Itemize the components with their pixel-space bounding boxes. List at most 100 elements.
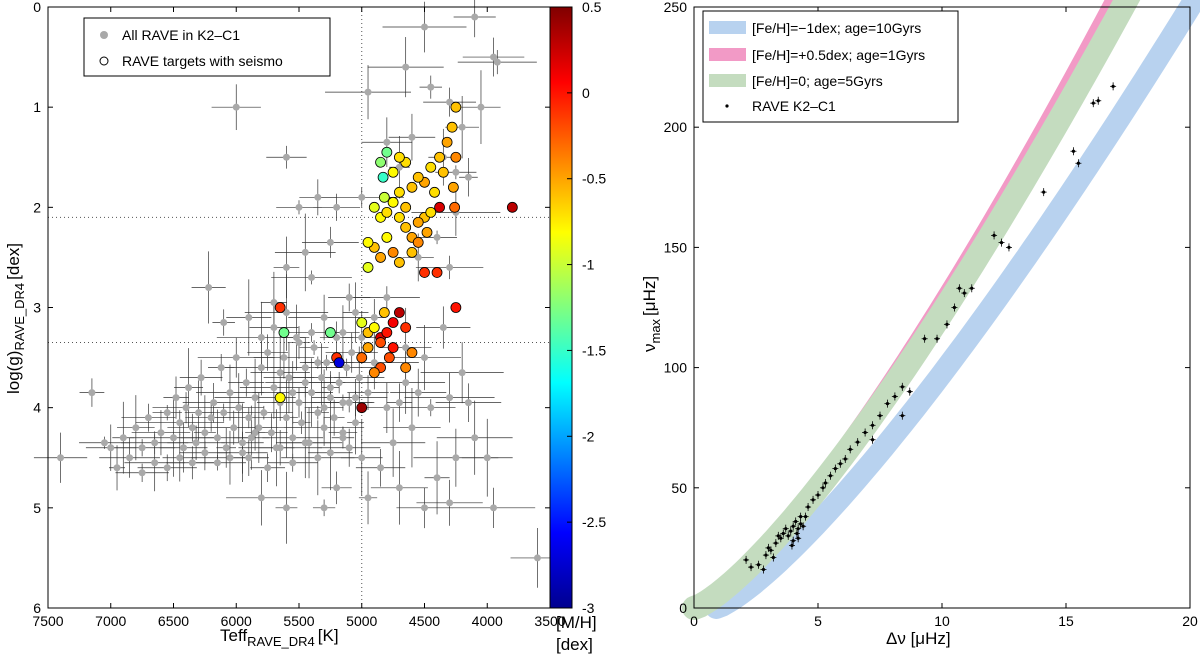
hr-xlabel-unit: [K]	[318, 626, 339, 645]
seismic-point	[1091, 101, 1095, 105]
y-tick-label: 3	[33, 300, 41, 316]
all-rave-point	[257, 364, 265, 372]
all-rave-point	[364, 389, 372, 397]
seismo-point	[393, 257, 405, 268]
seismo-point	[406, 347, 418, 358]
hr-xlabel-main: Teff	[220, 626, 247, 645]
all-rave-point	[144, 414, 152, 422]
all-rave-point	[433, 233, 441, 241]
all-rave-point	[285, 374, 293, 382]
all-rave-point	[345, 399, 353, 407]
legend-label-metal-poor: [Fe/H]=−1dex; age=10Gyrs	[752, 20, 921, 36]
all-rave-point	[207, 414, 215, 422]
x-tick-label: 0	[690, 613, 698, 629]
all-rave-point	[185, 384, 193, 392]
all-rave-point	[138, 469, 146, 477]
colorbar-tick-label: 0.5	[582, 0, 602, 15]
all-rave-point	[345, 444, 353, 452]
all-rave-point	[458, 123, 466, 131]
seismic-point	[744, 558, 748, 562]
all-rave-point	[270, 298, 278, 306]
hr-reference-lines	[48, 7, 550, 608]
all-rave-point	[257, 334, 265, 342]
all-rave-point	[427, 404, 435, 412]
all-rave-point	[351, 394, 359, 402]
seismo-point	[506, 201, 518, 213]
seismo-point	[362, 342, 374, 353]
all-rave-point	[345, 293, 353, 301]
seismo-point	[421, 226, 433, 238]
seismic-point	[833, 466, 837, 471]
seismic-point	[791, 539, 795, 543]
all-rave-point	[220, 319, 228, 327]
all-rave-point	[57, 454, 65, 462]
all-rave-point	[335, 379, 343, 387]
all-rave-point	[195, 409, 203, 417]
all-rave-point	[308, 329, 316, 337]
all-rave-point	[364, 88, 372, 96]
all-rave-point	[151, 459, 159, 467]
seismo-point	[274, 392, 286, 404]
seismo-point	[419, 267, 430, 278]
all-rave-point	[377, 464, 385, 472]
all-rave-point	[176, 419, 184, 427]
seismo-point	[383, 352, 395, 363]
hr-legend-open-marker	[99, 56, 109, 66]
seismic-point	[821, 486, 825, 490]
seismic-point	[761, 567, 766, 572]
seismo-point	[400, 201, 412, 213]
all-rave-point	[163, 409, 171, 417]
all-rave-point	[276, 444, 284, 452]
all-rave-point	[402, 63, 410, 71]
all-rave-point	[260, 409, 268, 417]
all-rave-point	[452, 168, 460, 176]
seismo-point	[400, 362, 412, 374]
seismo-point	[362, 236, 374, 248]
seismo-point	[378, 191, 390, 203]
seismo-point	[381, 206, 393, 218]
seismo-point	[378, 307, 390, 318]
x-tick-label: 10	[934, 613, 950, 629]
seismic-point	[781, 531, 785, 536]
seismic-point	[786, 534, 790, 538]
seismo-point	[412, 236, 424, 248]
seismic-point	[795, 531, 799, 536]
all-rave-point	[264, 464, 272, 472]
seismic-point	[1076, 161, 1080, 165]
all-rave-point	[490, 504, 498, 512]
seismic-point	[791, 524, 795, 528]
colorbar-tick-label: -3	[582, 600, 595, 616]
all-rave-point	[138, 444, 146, 452]
seismic-ylabel-sub: max	[648, 318, 663, 343]
seismic-point	[900, 414, 904, 418]
seismic-y-axis-label: νmax [μHz]	[640, 276, 663, 352]
hr-diagram-panel: 7500 7000 6500 6000 5500 5000 4500 4000 3500 0 1 2…	[4, 0, 566, 649]
all-rave-point	[483, 454, 491, 462]
all-rave-point	[383, 138, 391, 146]
seismic-point	[764, 553, 768, 557]
all-rave-point	[314, 409, 322, 417]
seismic-point	[878, 414, 882, 418]
seismic-point	[952, 305, 957, 310]
all-rave-point	[197, 374, 205, 382]
seismic-legend: [Fe/H]=−1dex; age=10Gyrs [Fe/H]=+0.5dex;…	[702, 10, 959, 123]
all-rave-point	[213, 459, 221, 467]
seismo-point	[429, 186, 440, 198]
seismic-point	[790, 543, 794, 548]
all-rave-point	[318, 374, 326, 382]
all-rave-point	[213, 434, 221, 442]
all-rave-point	[395, 484, 403, 492]
all-rave-point	[402, 344, 410, 352]
hr-all-rave-points	[57, 13, 541, 562]
seismic-panel: 0 5 10 15 20 0 50 100 150 200 250 Δν [μHz] νmax [μ…	[640, 0, 1200, 648]
hr-x-ticks: 7500 7000 6500 6000 5500 5000 4500 4000 3500	[32, 7, 566, 629]
all-rave-point	[414, 253, 422, 261]
all-rave-point	[446, 263, 454, 271]
seismo-point	[450, 101, 462, 113]
colorbar-tick-label: -0.5	[582, 171, 606, 187]
all-rave-point	[217, 364, 225, 372]
seismo-point	[368, 322, 380, 333]
hr-plot-area	[48, 7, 550, 608]
all-rave-point	[201, 449, 209, 457]
colorbar-label-line1: [M/H]	[556, 613, 597, 632]
